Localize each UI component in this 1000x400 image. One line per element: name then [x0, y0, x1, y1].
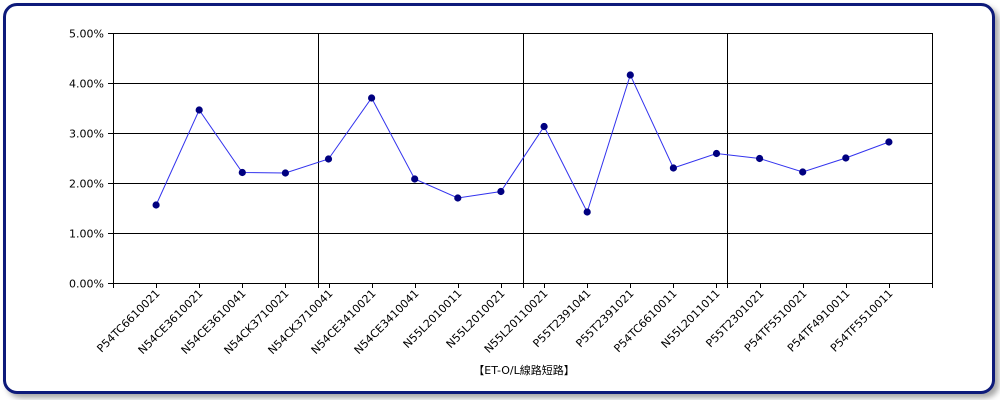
- data-point: [669, 164, 678, 172]
- data-point: [583, 208, 591, 216]
- y-tick-label: 0.00%: [69, 278, 104, 291]
- grid-lines: [108, 33, 933, 288]
- data-point: [368, 94, 376, 102]
- series-line-layer: [155, 73, 890, 214]
- x-axis-title: 【ET-O/L線路短路】: [473, 363, 574, 377]
- data-point: [238, 168, 246, 177]
- y-axis-ticks: 0.00% 1.00% 2.00% 3.00% 4.00% 5.00%: [69, 28, 104, 291]
- y-tick-label: 2.00%: [69, 178, 104, 191]
- series-line: [155, 73, 890, 214]
- data-point: [281, 169, 289, 177]
- data-point: [756, 154, 764, 163]
- data-point: [885, 138, 893, 146]
- data-point: [411, 175, 419, 183]
- y-tick-label: 4.00%: [69, 78, 104, 91]
- data-point: [842, 154, 850, 162]
- line-chart: 0.00% 1.00% 2.00% 3.00% 4.00% 5.00% P54TC6610…: [69, 28, 933, 377]
- data-point: [195, 106, 203, 114]
- y-tick-label: 3.00%: [69, 128, 104, 141]
- data-point: [799, 168, 807, 176]
- data-point: [626, 71, 634, 79]
- data-point: [712, 149, 721, 158]
- data-point: [540, 122, 548, 131]
- data-point: [152, 201, 160, 209]
- x-axis-ticks: P54TC6610021N54CE3610021N54CE3610041N54C…: [94, 283, 896, 357]
- y-tick-label: 1.00%: [69, 228, 104, 241]
- data-point: [324, 155, 333, 163]
- data-point: [497, 187, 505, 196]
- data-points: [152, 71, 893, 216]
- y-tick-label: 5.00%: [69, 28, 104, 41]
- chart-frame: 0.00% 1.00% 2.00% 3.00% 4.00% 5.00% P54TC6610…: [3, 3, 995, 394]
- data-point: [454, 194, 462, 202]
